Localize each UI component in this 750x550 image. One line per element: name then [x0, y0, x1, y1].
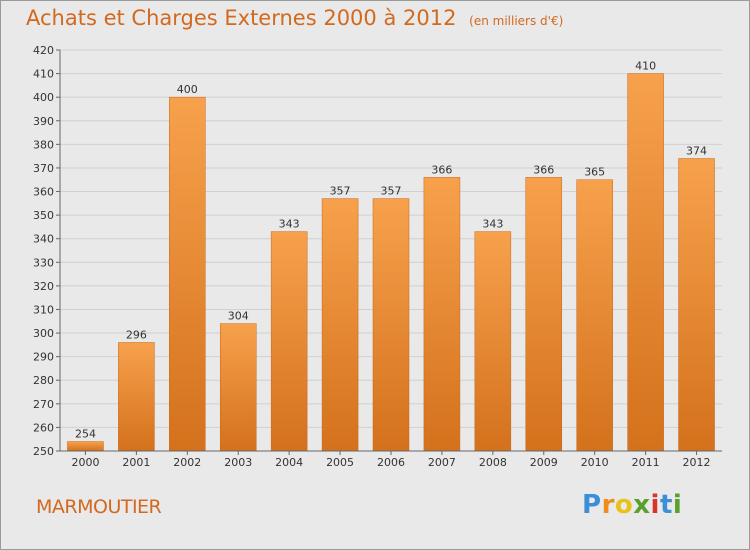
bar-2009: [525, 177, 563, 452]
x-tick-label-2011: 2011: [632, 456, 660, 469]
logo-letter: t: [659, 490, 673, 520]
commune-name: MARMOUTIER: [36, 496, 162, 518]
chart-title: Achats et Charges Externes 2000 à 2012 (…: [26, 6, 563, 30]
x-tick-label-2000: 2000: [71, 456, 99, 469]
x-tick-label-2006: 2006: [377, 456, 405, 469]
value-label-2000: 254: [75, 428, 96, 441]
bar-2000: [67, 441, 104, 452]
y-tick-label: 300: [33, 327, 54, 340]
y-tick-label: 340: [33, 233, 54, 246]
value-label-2008: 343: [482, 218, 503, 231]
y-tick-label: 320: [33, 280, 54, 293]
y-tick-label: 380: [33, 138, 54, 151]
y-tick-label: 410: [33, 68, 54, 81]
value-label-2006: 357: [381, 185, 402, 198]
y-tick-label: 290: [33, 351, 54, 364]
y-tick-label: 260: [33, 421, 54, 434]
chart-subtitle: (en milliers d'€): [469, 14, 564, 28]
y-tick-label: 310: [33, 303, 54, 316]
y-tick-label: 390: [33, 115, 54, 128]
bars-group: 254 296 400 304 343 357 357 366 343 366 365 410 374: [67, 60, 715, 452]
bar-2002: [169, 96, 206, 452]
bar-2005: [321, 198, 359, 452]
bar-2006: [372, 198, 410, 452]
value-label-2004: 343: [279, 218, 300, 231]
y-tick-label: 400: [33, 91, 54, 104]
logo-letter: i: [672, 490, 683, 520]
bar-2004: [270, 231, 308, 452]
bar-2003: [219, 323, 257, 452]
y-tick-label: 420: [33, 44, 54, 57]
y-tick-label: 360: [33, 186, 54, 199]
logo-letter: x: [633, 490, 651, 520]
x-tick-label-2007: 2007: [428, 456, 456, 469]
x-axis: 2000 2001 2002 2003 2004 2005 2006 2007 2008 2009…: [60, 450, 722, 469]
value-label-2009: 366: [533, 163, 554, 176]
value-label-2003: 304: [228, 310, 249, 323]
value-label-2010: 365: [584, 166, 605, 179]
x-tick-label-2008: 2008: [479, 456, 507, 469]
value-label-2007: 366: [431, 163, 452, 176]
bar-2007: [423, 177, 461, 452]
x-tick-label-2012: 2012: [683, 456, 711, 469]
x-tick-label-2002: 2002: [173, 456, 201, 469]
value-label-2011: 410: [635, 60, 656, 73]
value-label-2012: 374: [686, 145, 707, 158]
x-tick-label-2010: 2010: [581, 456, 609, 469]
bar-2008: [474, 231, 512, 452]
y-tick-label: 370: [33, 162, 54, 175]
y-tick-label: 330: [33, 256, 54, 269]
y-tick-label: 270: [33, 398, 54, 411]
value-label-2001: 296: [126, 328, 147, 341]
bar-2001: [118, 342, 155, 452]
x-tick-label-2003: 2003: [224, 456, 252, 469]
bar-2012: [678, 158, 715, 452]
y-axis: 250 260 270 280 290 300 310 320 330 340 350 360 370 3…: [33, 44, 61, 458]
y-tick-label: 350: [33, 209, 54, 222]
logo-letter: P: [582, 490, 602, 520]
logo-letter: o: [614, 490, 634, 520]
x-tick-label-2005: 2005: [326, 456, 354, 469]
y-tick-label: 250: [33, 445, 54, 458]
chart-title-text: Achats et Charges Externes 2000 à 2012: [26, 6, 457, 30]
logo-letter: r: [601, 490, 615, 520]
proxiti-logo: Proxiti: [582, 490, 682, 520]
logo-letter: i: [650, 490, 660, 520]
bar-2011: [627, 73, 664, 452]
value-label-2005: 357: [330, 185, 351, 198]
x-tick-label-2004: 2004: [275, 456, 303, 469]
bar-2010: [576, 179, 613, 452]
value-label-2002: 400: [177, 83, 198, 96]
x-tick-label-2001: 2001: [122, 456, 150, 469]
x-tick-label-2009: 2009: [530, 456, 558, 469]
y-tick-label: 280: [33, 374, 54, 387]
